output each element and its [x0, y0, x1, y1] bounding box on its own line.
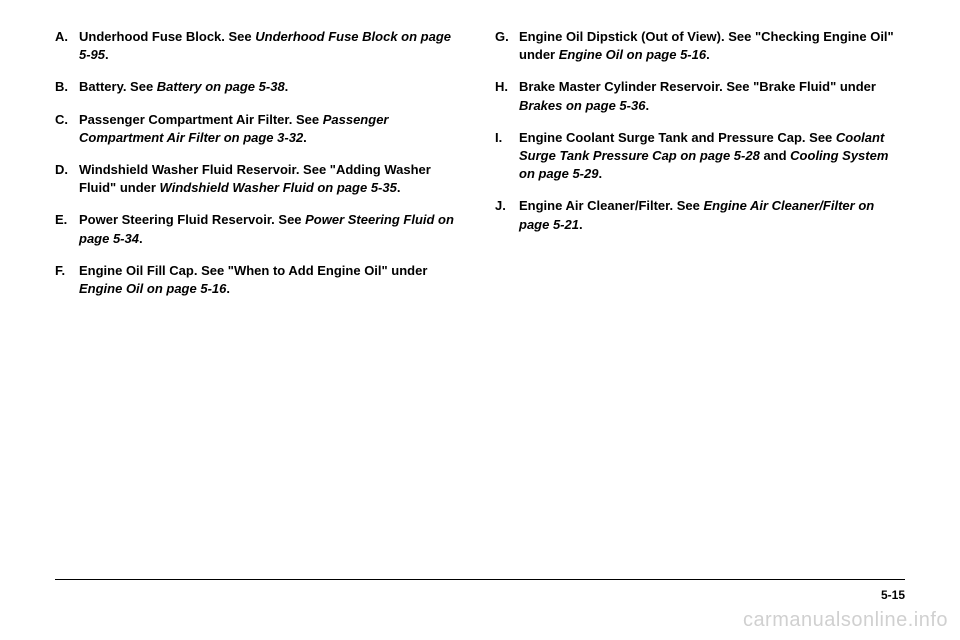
list-text: Engine Coolant Surge Tank and Pressure C… — [519, 129, 905, 184]
text-segment: Engine Air Cleaner/Filter. See — [519, 198, 703, 213]
text-segment: . — [303, 130, 307, 145]
text-segment: Engine Coolant Surge Tank and Pressure C… — [519, 130, 836, 145]
list-marker: I. — [495, 129, 515, 184]
text-segment: . — [226, 281, 230, 296]
text-segment: Underhood Fuse Block. See — [79, 29, 255, 44]
text-segment: and — [760, 148, 790, 163]
list-marker: G. — [495, 28, 515, 64]
text-segment: Engine Oil on page 5-16 — [79, 281, 226, 296]
list-marker: J. — [495, 197, 515, 233]
page-number: 5-15 — [881, 588, 905, 602]
text-segment: Brakes on page 5-36 — [519, 98, 645, 113]
list-item: C.Passenger Compartment Air Filter. See … — [55, 111, 465, 147]
text-segment: . — [285, 79, 289, 94]
list-marker: C. — [55, 111, 75, 147]
list-item: I. Engine Coolant Surge Tank and Pressure… — [495, 129, 905, 184]
list-item: F. Engine Oil Fill Cap. See "When to Add … — [55, 262, 465, 298]
text-segment: . — [598, 166, 602, 181]
text-segment: Passenger Compartment Air Filter. See — [79, 112, 323, 127]
list-marker: E. — [55, 211, 75, 247]
list-marker: A. — [55, 28, 75, 64]
list-item: B.Battery. See Battery on page 5-38. — [55, 78, 465, 96]
text-segment: Battery on page 5-38 — [157, 79, 285, 94]
list-text: Underhood Fuse Block. See Underhood Fuse… — [79, 28, 465, 64]
list-marker: B. — [55, 78, 75, 96]
footer-divider — [55, 579, 905, 580]
text-segment: Brake Master Cylinder Reservoir. See "Br… — [519, 79, 876, 94]
list-text: Battery. See Battery on page 5-38. — [79, 78, 465, 96]
list-item: G.Engine Oil Dipstick (Out of View). See… — [495, 28, 905, 64]
text-segment: Windshield Washer Fluid on page 5-35 — [160, 180, 397, 195]
left-column: A.Underhood Fuse Block. See Underhood Fu… — [55, 28, 465, 312]
list-text: Engine Oil Dipstick (Out of View). See "… — [519, 28, 905, 64]
list-text: Engine Air Cleaner/Filter. See Engine Ai… — [519, 197, 905, 233]
text-segment: Power Steering Fluid Reservoir. See — [79, 212, 305, 227]
text-segment: . — [706, 47, 710, 62]
right-column: G.Engine Oil Dipstick (Out of View). See… — [495, 28, 905, 312]
list-marker: F. — [55, 262, 75, 298]
list-item: H. Brake Master Cylinder Reservoir. See "… — [495, 78, 905, 114]
text-segment: Engine Oil on page 5-16 — [559, 47, 706, 62]
list-text: Power Steering Fluid Reservoir. See Powe… — [79, 211, 465, 247]
page-content: A.Underhood Fuse Block. See Underhood Fu… — [0, 0, 960, 312]
list-text: Windshield Washer Fluid Reservoir. See "… — [79, 161, 465, 197]
list-text: Brake Master Cylinder Reservoir. See "Br… — [519, 78, 905, 114]
text-segment: . — [579, 217, 583, 232]
list-marker: H. — [495, 78, 515, 114]
text-segment: Battery. See — [79, 79, 157, 94]
list-marker: D. — [55, 161, 75, 197]
list-text: Engine Oil Fill Cap. See "When to Add En… — [79, 262, 465, 298]
text-segment: . — [397, 180, 401, 195]
text-segment: . — [139, 231, 143, 246]
list-item: E.Power Steering Fluid Reservoir. See Po… — [55, 211, 465, 247]
text-segment: . — [105, 47, 109, 62]
text-segment: Engine Oil Fill Cap. See "When to Add En… — [79, 263, 427, 278]
watermark-text: carmanualsonline.info — [743, 609, 948, 632]
list-item: D.Windshield Washer Fluid Reservoir. See… — [55, 161, 465, 197]
list-item: A.Underhood Fuse Block. See Underhood Fu… — [55, 28, 465, 64]
text-segment: . — [645, 98, 649, 113]
list-text: Passenger Compartment Air Filter. See Pa… — [79, 111, 465, 147]
list-item: J.Engine Air Cleaner/Filter. See Engine … — [495, 197, 905, 233]
